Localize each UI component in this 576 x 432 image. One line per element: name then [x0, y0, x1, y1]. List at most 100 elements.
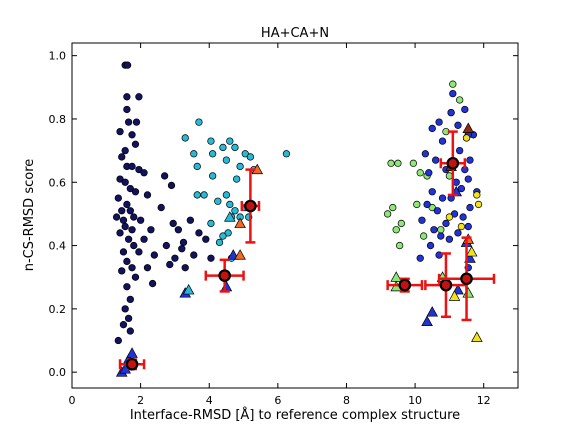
data-point-navy — [186, 216, 195, 224]
data-triangle-blue — [452, 283, 464, 295]
data-point-blue — [432, 156, 440, 164]
data-point-navy — [121, 222, 129, 231]
data-point-navy — [119, 248, 128, 256]
data-point-navy — [143, 264, 152, 272]
x-axis-ticks: 0 2 4 6 8 10 12 — [69, 43, 491, 407]
data-point-navy — [147, 226, 155, 234]
data-point-navy — [116, 127, 124, 136]
data-point-blue — [426, 241, 435, 250]
cluster-center-marker — [439, 278, 453, 292]
data-point-blue — [464, 175, 472, 183]
data-point-blue — [456, 146, 464, 155]
data-marks — [112, 61, 483, 377]
data-point-cyan — [282, 150, 291, 158]
data-point-lightgreen — [383, 210, 392, 218]
data-point-blue — [461, 105, 469, 114]
data-point-yellow — [474, 200, 483, 209]
data-point-navy — [118, 207, 126, 215]
data-point-navy — [128, 264, 136, 272]
data-triangle-blue — [421, 315, 433, 327]
data-point-lightgreen — [428, 203, 436, 212]
data-point-cyan — [219, 143, 227, 152]
data-point-navy — [126, 327, 134, 335]
data-triangle-yellow — [465, 245, 478, 257]
data-point-blue — [459, 213, 467, 221]
data-point-navy — [166, 260, 174, 269]
data-point-blue — [445, 235, 454, 243]
data-point-navy — [174, 226, 183, 234]
data-point-blue — [433, 207, 442, 215]
data-point-navy — [124, 314, 133, 323]
cluster-center — [118, 357, 146, 371]
cluster-center-marker — [398, 278, 412, 292]
data-point-lightgreen — [397, 219, 406, 228]
data-point-navy — [121, 146, 129, 155]
data-point-blue — [450, 210, 459, 218]
data-point-cyan — [193, 191, 201, 199]
cluster-center-marker — [446, 156, 460, 170]
data-point-lightgreen — [394, 159, 402, 167]
data-point-navy — [131, 273, 140, 281]
data-point-navy — [131, 188, 140, 196]
data-triangle-blue — [126, 347, 138, 358]
data-point-cyan — [209, 172, 217, 180]
cluster-center-marker — [244, 199, 257, 213]
data-point-blue — [457, 184, 466, 193]
data-point-navy — [140, 169, 148, 177]
cluster-center — [204, 258, 245, 293]
data-point-blue — [416, 254, 424, 262]
data-point-navy — [160, 172, 169, 180]
data-point-cyan — [224, 229, 232, 237]
data-point-navy — [124, 235, 133, 243]
data-triangle-orange — [234, 217, 246, 228]
data-point-navy — [123, 257, 131, 266]
data-point-navy — [169, 219, 177, 228]
data-point-navy — [130, 213, 138, 221]
y-axis-ticks: 0.0 0.2 0.4 0.6 0.8 1.0 — [49, 50, 518, 379]
x-axis-label: Interface-RMSD [Å] to reference complex … — [130, 407, 460, 423]
data-point-navy — [126, 207, 134, 215]
cluster-center — [386, 277, 424, 293]
data-point-navy — [123, 105, 131, 114]
data-point-lightgreen — [387, 159, 395, 167]
cluster-center — [437, 236, 496, 322]
data-point-navy — [126, 184, 134, 193]
data-point-navy — [124, 118, 133, 126]
data-point-navy — [140, 235, 148, 243]
data-point-navy — [128, 131, 136, 139]
data-point-navy — [118, 153, 126, 161]
x-tick-label: 12 — [477, 394, 491, 407]
data-point-blue — [464, 222, 472, 231]
data-point-navy — [150, 251, 158, 259]
x-tick-label: 0 — [69, 394, 76, 407]
data-point-lightgreen — [389, 203, 397, 212]
data-point-navy — [126, 295, 134, 304]
data-point-navy — [135, 165, 143, 174]
data-point-navy — [179, 238, 188, 247]
cluster-center-marker — [460, 272, 473, 286]
plot-area — [72, 43, 518, 388]
data-point-cyan — [222, 191, 231, 199]
data-point-navy — [118, 267, 126, 275]
data-point-cyan — [190, 150, 198, 158]
cluster-center-marker — [125, 357, 139, 371]
data-point-navy — [207, 254, 215, 262]
y-tick-label: 0.8 — [49, 113, 67, 126]
data-triangle-yellow — [471, 331, 483, 342]
plot-frame — [71, 42, 519, 389]
y-tick-label: 1.0 — [49, 50, 67, 63]
data-point-navy — [132, 118, 141, 126]
data-point-navy — [123, 200, 131, 209]
data-point-navy — [116, 229, 124, 237]
data-point-cyan — [226, 137, 234, 145]
x-tick-label: 2 — [137, 394, 144, 407]
data-point-navy — [202, 235, 210, 243]
data-point-lightgreen — [416, 169, 424, 177]
data-point-blue — [447, 108, 455, 117]
data-point-cyan — [231, 207, 239, 215]
data-point-blue — [418, 216, 426, 224]
cluster-center — [240, 168, 261, 244]
data-point-navy — [157, 203, 165, 212]
x-tick-label: 8 — [343, 394, 350, 407]
